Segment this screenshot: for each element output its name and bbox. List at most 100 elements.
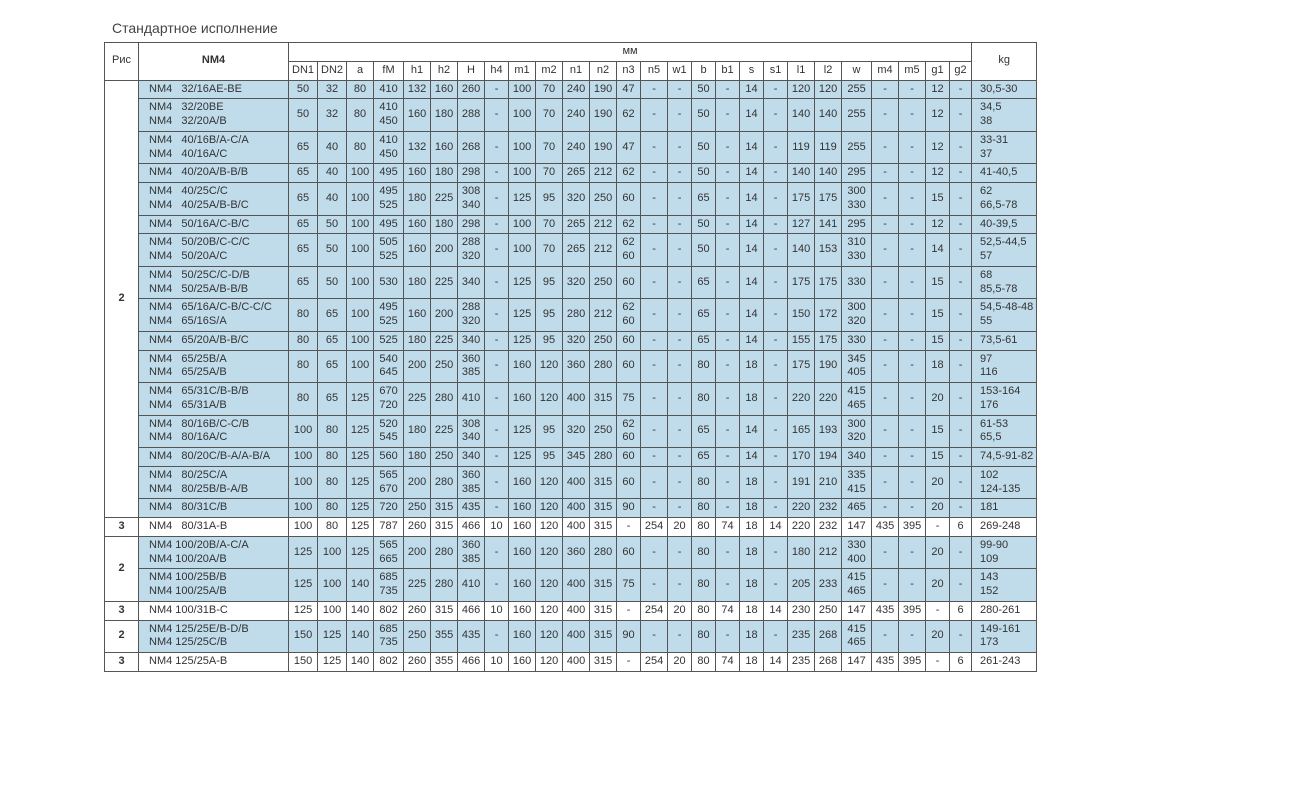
data-cell: 220 [788,518,815,537]
data-cell: - [485,466,509,499]
data-cell: 150 [788,299,815,332]
data-cell: 120 [536,653,563,672]
data-cell: 225 [431,415,458,448]
data-cell: - [485,266,509,299]
model-cell: NM4 40/16B/A-C/ANM4 40/16A/C [139,131,289,164]
data-cell: 190 [590,131,617,164]
data-cell: 505525 [374,234,404,267]
data-cell: - [716,234,740,267]
data-cell: 140 [815,164,842,183]
kg-cell: 74,5-91-82 [972,448,1037,467]
col-mm: мм [289,43,972,62]
data-cell: 200 [431,299,458,332]
data-cell: - [668,299,692,332]
data-cell: 60 [617,183,641,216]
data-cell: 20 [668,518,692,537]
data-cell: 80 [318,448,347,467]
data-cell: - [668,620,692,653]
data-cell: 15 [926,415,950,448]
data-cell: - [641,331,668,350]
kg-cell: 6885,5-78 [972,266,1037,299]
data-cell: 160 [509,518,536,537]
table-row: 2NM4 125/25E/B-D/BNM4 125/25C/B150125140… [105,620,1037,653]
data-cell: 14 [740,99,764,132]
model-cell: NM4 80/31A-B [139,518,289,537]
data-cell: 14 [764,653,788,672]
data-cell: 530 [374,266,404,299]
data-cell: 100 [289,499,318,518]
data-cell: - [716,415,740,448]
data-cell: 60 [617,536,641,569]
data-cell: 100 [347,331,374,350]
data-cell: 250 [431,448,458,467]
data-cell: 125 [347,466,374,499]
data-cell: - [485,299,509,332]
data-cell: 74 [716,601,740,620]
model-cell: NM4 65/31C/B-B/BNM4 65/31A/B [139,383,289,416]
data-cell: - [485,164,509,183]
data-cell: 466 [458,601,485,620]
data-cell: 70 [536,215,563,234]
data-cell: - [641,350,668,383]
kg-cell: 61-5365,5 [972,415,1037,448]
data-cell: - [950,448,972,467]
col-s: s [740,61,764,80]
data-cell: 230 [788,601,815,620]
col-m2: m2 [536,61,563,80]
data-cell: 120 [536,350,563,383]
data-cell: - [668,383,692,416]
data-cell: 15 [926,448,950,467]
table-row: 3NM4 100/31B-C12510014080226031546610160… [105,601,1037,620]
data-cell: - [668,448,692,467]
data-cell: 235 [788,620,815,653]
data-cell: 80 [692,499,716,518]
data-cell: 787 [374,518,404,537]
data-cell: 6 [950,518,972,537]
data-cell: 315 [590,383,617,416]
data-cell: 18 [926,350,950,383]
table-head: Рис NM4 мм kg DN1DN2afMh1h2Hh4m1m2n1n2n3… [105,43,1037,81]
data-cell: - [872,131,899,164]
data-cell: 200 [404,350,431,383]
data-cell: 194 [815,448,842,467]
data-cell: 165 [788,415,815,448]
data-cell: 120 [536,499,563,518]
data-cell: - [950,499,972,518]
data-cell: - [668,131,692,164]
data-cell: 320 [563,331,590,350]
data-cell: 360385 [458,350,485,383]
data-cell: 65 [289,215,318,234]
data-cell: - [641,299,668,332]
data-cell: 14 [740,415,764,448]
table-row: NM4 65/25B/ANM4 65/25A/B8065100540645200… [105,350,1037,383]
data-cell: - [716,620,740,653]
data-cell: 50 [289,80,318,99]
data-cell: 50 [692,99,716,132]
model-cell: NM4 80/16B/C-C/BNM4 80/16A/C [139,415,289,448]
data-cell: 212 [590,299,617,332]
data-cell: - [485,80,509,99]
data-cell: - [872,620,899,653]
data-cell: 260 [404,601,431,620]
data-cell: 147 [842,653,872,672]
data-cell: 95 [536,415,563,448]
data-cell: - [668,569,692,602]
col-g1: g1 [926,61,950,80]
data-cell: - [668,80,692,99]
data-cell: 495525 [374,299,404,332]
data-cell: - [899,620,926,653]
kg-cell: 280-261 [972,601,1037,620]
data-cell: 125 [289,601,318,620]
data-cell: - [950,183,972,216]
data-cell: 140 [347,569,374,602]
data-cell: 80 [347,80,374,99]
data-cell: 160 [509,620,536,653]
data-cell: - [668,99,692,132]
data-cell: 250 [590,266,617,299]
data-cell: 120 [536,383,563,416]
kg-cell: 34,538 [972,99,1037,132]
data-cell: 265 [563,164,590,183]
data-cell: 65 [692,299,716,332]
data-cell: - [485,415,509,448]
data-cell: - [716,215,740,234]
